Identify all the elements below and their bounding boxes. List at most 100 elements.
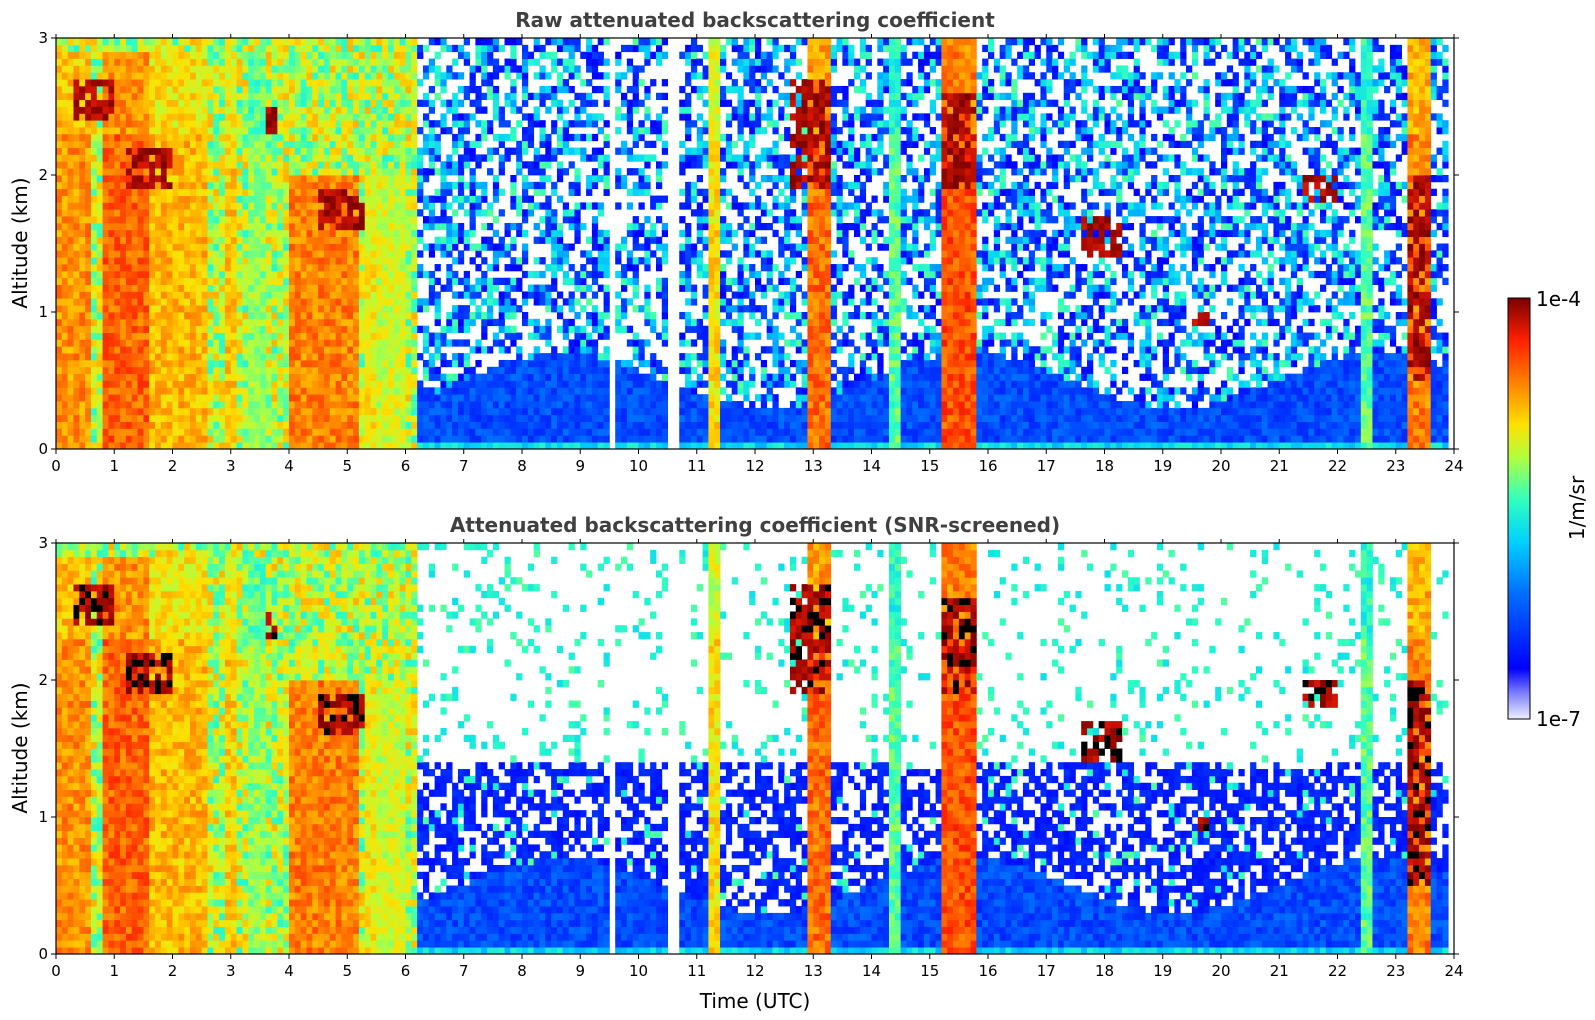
heatmap-cell: [79, 147, 86, 155]
heatmap-cell: [143, 65, 150, 73]
heatmap-cell: [347, 284, 354, 292]
heatmap-cell: [388, 339, 395, 347]
heatmap-cell: [580, 202, 587, 210]
heatmap-cell: [184, 161, 191, 169]
heatmap-cell: [155, 421, 162, 429]
heatmap-cell: [591, 147, 599, 155]
heatmap-cell: [125, 243, 133, 251]
heatmap-cell: [184, 202, 191, 210]
heatmap-cell: [376, 339, 383, 347]
heatmap-cell: [434, 216, 441, 224]
heatmap-cell: [580, 366, 587, 375]
heatmap-cell: [149, 72, 156, 80]
heatmap-cell: [323, 127, 331, 135]
heatmap-cell: [166, 291, 173, 299]
heatmap-cell: [207, 394, 214, 402]
heatmap-cell: [428, 133, 436, 142]
heatmap-cell: [137, 243, 144, 251]
heatmap-cell: [306, 325, 313, 333]
heatmap-cell: [283, 332, 290, 340]
heatmap-cell: [67, 339, 74, 347]
heatmap-cell: [195, 380, 203, 388]
heatmap-cell: [172, 380, 179, 388]
heatmap-cell: [434, 401, 441, 409]
heatmap-cell: [306, 380, 313, 388]
heatmap-cell: [393, 346, 401, 354]
heatmap-cell: [329, 243, 337, 251]
heatmap-cell: [329, 181, 337, 190]
heatmap-cell: [376, 401, 383, 409]
heatmap-cell: [178, 318, 185, 327]
heatmap-cell: [580, 414, 587, 422]
heatmap-cell: [207, 264, 214, 272]
heatmap-cell: [283, 387, 290, 395]
heatmap-cell: [469, 188, 476, 196]
heatmap-cell: [224, 380, 232, 388]
heatmap-cell: [300, 435, 307, 443]
heatmap-cell: [382, 58, 389, 66]
heatmap-cell: [347, 168, 354, 176]
heatmap-cell: [306, 387, 313, 395]
heatmap-cell: [277, 44, 284, 53]
heatmap-cell: [510, 92, 517, 101]
heatmap-cell: [114, 161, 121, 169]
heatmap-cell: [452, 257, 459, 265]
heatmap-cell: [189, 442, 197, 449]
heatmap-cell: [166, 414, 173, 422]
heatmap-cell: [201, 325, 208, 333]
heatmap-cell: [195, 147, 203, 155]
heatmap-cell: [364, 181, 371, 190]
heatmap-cell: [201, 216, 208, 224]
heatmap-cell: [120, 120, 127, 128]
heatmap-cell: [300, 312, 307, 320]
heatmap-cell: [312, 140, 319, 148]
heatmap-cell: [358, 428, 366, 436]
heatmap-cell: [213, 257, 220, 265]
heatmap-cell: [189, 222, 197, 231]
heatmap-cell: [539, 353, 546, 361]
heatmap-cell: [172, 353, 179, 361]
heatmap-cell: [446, 222, 453, 231]
heatmap-cell: [79, 243, 86, 251]
heatmap-cell: [364, 106, 371, 114]
heatmap-cell: [178, 188, 185, 196]
heatmap-cell: [457, 250, 465, 258]
heatmap-cell: [85, 277, 92, 285]
heatmap-cell: [452, 277, 459, 285]
heatmap-cell: [586, 387, 593, 395]
heatmap-cell: [189, 106, 197, 114]
heatmap-cell: [405, 79, 412, 87]
heatmap-cell: [393, 243, 401, 251]
heatmap-cell: [219, 58, 226, 66]
heatmap-cell: [178, 154, 185, 162]
heatmap-cell: [143, 175, 150, 183]
heatmap-cell: [358, 387, 366, 395]
heatmap-cell: [143, 401, 150, 409]
heatmap-cell: [56, 332, 63, 340]
heatmap-cell: [457, 51, 465, 59]
heatmap-cell: [254, 435, 261, 443]
heatmap-cell: [446, 428, 453, 436]
heatmap-cell: [376, 106, 383, 114]
heatmap-cell: [399, 106, 406, 114]
heatmap-cell: [358, 72, 366, 80]
heatmap-cell: [318, 291, 325, 299]
heatmap-cell: [358, 85, 366, 94]
heatmap-cell: [125, 168, 133, 176]
heatmap-cell: [347, 442, 354, 449]
heatmap-cell: [323, 421, 331, 429]
heatmap-cell: [405, 421, 412, 429]
heatmap-cell: [487, 85, 494, 94]
heatmap-cell: [335, 113, 342, 121]
heatmap-cell: [353, 222, 360, 231]
heatmap-cell: [114, 407, 121, 416]
heatmap-cell: [189, 168, 197, 176]
heatmap-cell: [556, 44, 564, 53]
heatmap-cell: [96, 387, 104, 395]
heatmap-cell: [393, 264, 401, 272]
heatmap-cell: [370, 58, 377, 66]
heatmap-cell: [294, 195, 302, 203]
heatmap-cell: [242, 421, 249, 429]
heatmap-cell: [96, 168, 104, 176]
heatmap-cell: [516, 428, 523, 436]
